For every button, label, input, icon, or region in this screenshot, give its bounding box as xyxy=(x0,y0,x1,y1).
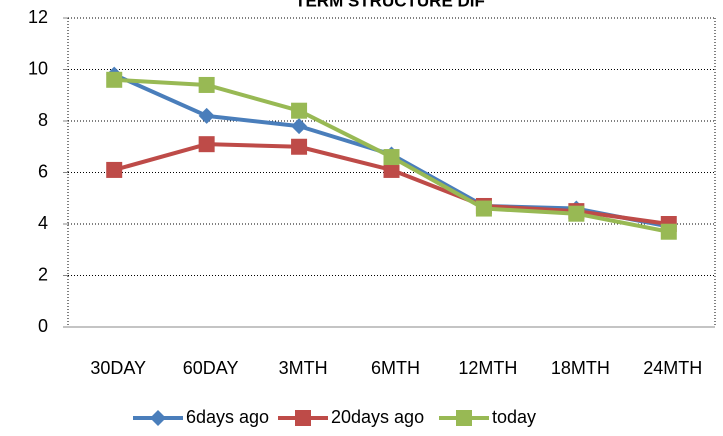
data-point xyxy=(660,223,677,240)
x-tick-label: 12MTH xyxy=(458,358,517,378)
x-tick-label: 6MTH xyxy=(371,358,420,378)
legend-marker xyxy=(456,410,472,426)
legend-marker xyxy=(295,410,311,426)
data-point xyxy=(291,102,308,119)
x-tick-label: 18MTH xyxy=(551,358,610,378)
y-tick-label: 12 xyxy=(28,7,48,27)
data-point xyxy=(383,161,400,178)
y-tick-label: 6 xyxy=(38,161,48,181)
data-point xyxy=(106,161,123,178)
chart-title: TERM STRUCTURE DIF xyxy=(295,0,485,10)
x-tick-label: 60DAY xyxy=(183,358,239,378)
data-point xyxy=(106,71,123,88)
data-point xyxy=(568,205,585,222)
data-point xyxy=(198,107,215,124)
legend-label: 6days ago xyxy=(186,407,269,427)
data-point xyxy=(291,118,308,135)
data-point xyxy=(198,76,215,93)
x-tick-label: 30DAY xyxy=(90,358,146,378)
data-point xyxy=(475,200,492,217)
y-tick-label: 2 xyxy=(38,264,48,284)
y-tick-label: 0 xyxy=(38,316,48,336)
data-point xyxy=(198,136,215,153)
legend-label: today xyxy=(492,407,536,427)
x-tick-label: 3MTH xyxy=(279,358,328,378)
data-point xyxy=(383,149,400,166)
legend-marker xyxy=(150,410,166,426)
y-tick-label: 10 xyxy=(28,58,48,78)
data-point xyxy=(291,138,308,155)
legend-label: 20days ago xyxy=(331,407,424,427)
y-tick-label: 4 xyxy=(38,213,48,233)
x-tick-label: 24MTH xyxy=(643,358,702,378)
y-tick-label: 8 xyxy=(38,110,48,130)
